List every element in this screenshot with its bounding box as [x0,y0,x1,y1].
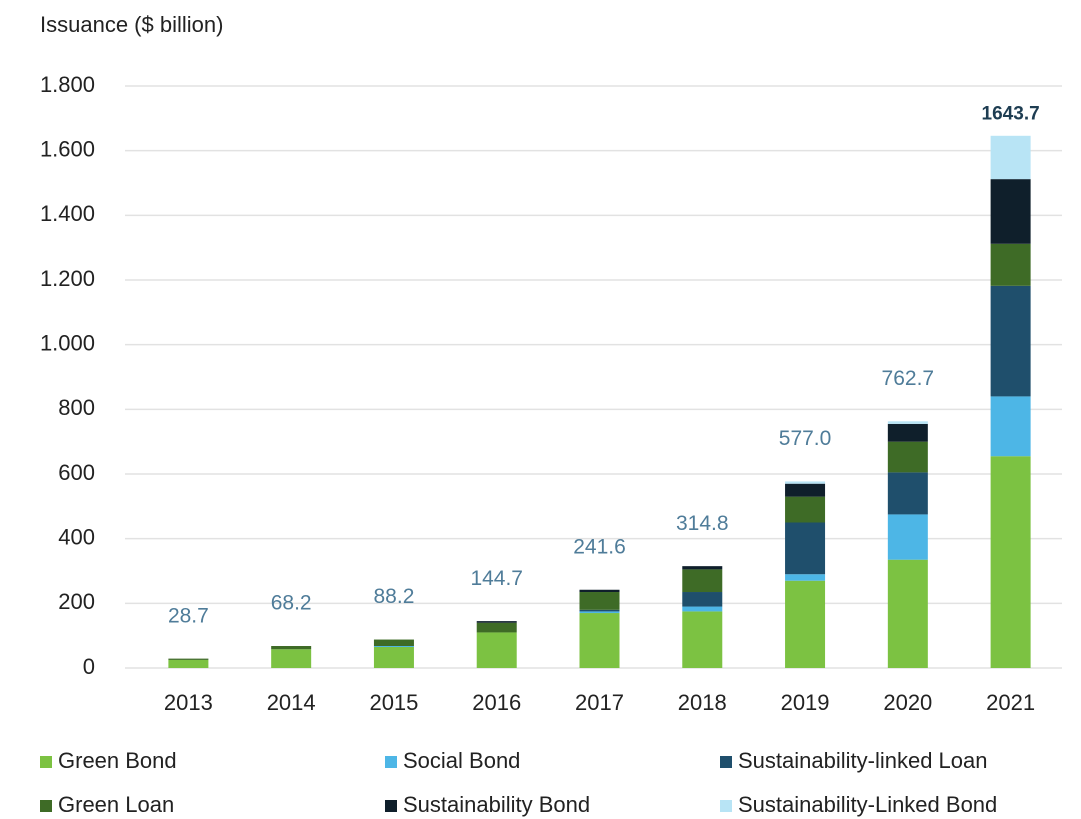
bar-segment [785,580,826,668]
y-tick-label: 600 [58,460,95,485]
y-axis-label: Issuance ($ billion) [40,12,223,37]
bar-segment [682,592,723,607]
x-tick-label: 2017 [575,690,624,715]
bar-segment [682,569,723,593]
bar-segment [579,609,620,612]
bar-segment [887,559,928,668]
bar-segment [373,639,414,647]
bar-segment [887,423,928,442]
y-tick-label: 1.200 [40,266,95,291]
bar-segment [168,659,209,668]
x-tick-label: 2021 [986,690,1035,715]
x-tick-label: 2014 [267,690,316,715]
bar-segment [785,483,826,497]
bar-segment [887,472,928,515]
total-label: 241.6 [573,535,626,558]
x-tick-label: 2020 [883,690,932,715]
y-tick-label: 0 [83,654,95,679]
bar-segment [373,646,414,668]
total-label: 68.2 [271,591,312,614]
y-tick-label: 1.400 [40,201,95,226]
y-tick-label: 1.800 [40,72,95,97]
y-tick-label: 1.000 [40,330,95,355]
bar-segment [887,441,928,473]
total-label: 28.7 [168,604,209,627]
bar-segment [168,658,209,660]
bar-segment [990,285,1031,397]
bar-segment [476,632,517,668]
legend-swatch [720,800,732,812]
x-tick-label: 2015 [369,690,418,715]
total-label: 1643.7 [982,104,1040,125]
bar-segment [373,646,414,647]
total-label: 577.0 [779,427,832,450]
bar-segment [887,514,928,560]
legend-label: Sustainability-linked Loan [738,748,988,773]
legend-label: Green Loan [58,792,174,817]
bar-segment [271,649,312,668]
total-label: 88.2 [374,585,415,608]
bar-segment [579,592,620,610]
bar-segment [990,396,1031,457]
total-label: 762.7 [882,367,935,390]
bar-segment [990,456,1031,668]
bar-segment [682,611,723,668]
legend-swatch [720,756,732,768]
bar-segment [682,566,723,570]
bar-segment [579,589,620,593]
legend-label: Green Bond [58,748,177,773]
x-tick-label: 2018 [678,690,727,715]
bar-segment [476,622,517,633]
bar-segment [271,646,312,650]
legend-swatch [40,756,52,768]
legend-label: Sustainability-Linked Bond [738,792,997,817]
total-label: 144.7 [470,567,523,590]
legend-label: Social Bond [403,748,520,773]
bar-segment [682,606,723,612]
legend-swatch [385,756,397,768]
bar-segment [579,613,620,668]
bar-segment [785,522,826,575]
y-tick-label: 400 [58,524,95,549]
legend-swatch [40,800,52,812]
bar-segment [887,421,928,424]
bar-segment [785,481,826,484]
bar-segment [579,611,620,614]
x-tick-label: 2019 [781,690,830,715]
bar-segment [990,135,1031,180]
x-tick-label: 2013 [164,690,213,715]
bar-segment [990,179,1031,244]
y-tick-label: 800 [58,395,95,420]
x-tick-label: 2016 [472,690,521,715]
total-label: 314.8 [676,512,729,535]
bar-segment [990,243,1031,286]
bar-segment [785,496,826,523]
legend-swatch [385,800,397,812]
y-tick-label: 1.600 [40,136,95,161]
legend-label: Sustainability Bond [403,792,590,817]
y-tick-label: 200 [58,589,95,614]
bar-segment [476,621,517,623]
bar-segment [785,574,826,581]
